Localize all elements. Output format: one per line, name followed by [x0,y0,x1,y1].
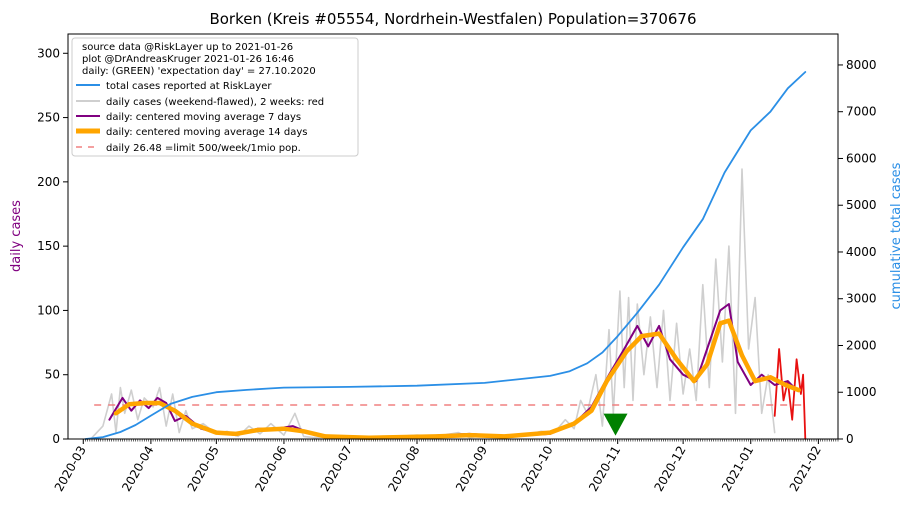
x-tick-label: 2020-03 [52,444,89,494]
x-tick-label: 2020-09 [453,444,490,494]
series-cumulative [84,71,807,440]
x-tick-label: 2021-01 [719,444,756,494]
x-tick-label: 2020-05 [185,444,222,494]
y-left-tick-label: 300 [37,46,60,60]
y-right-tick-label: 1000 [846,385,877,399]
legend-label-ma14: daily: centered moving average 14 days [106,127,307,138]
x-tick-label: 2020-07 [318,444,355,494]
x-tick-label: 2020-12 [652,444,689,494]
expectation-day-marker [603,413,628,436]
legend-header-line: plot @DrAndreasKruger 2021-01-26 16:46 [82,54,294,65]
x-tick-label: 2020-08 [385,444,422,494]
legend-header-line: source data @RiskLayer up to 2021-01-26 [82,42,293,53]
plot-lines [84,71,807,440]
y-right-tick-label: 2000 [846,338,877,352]
legend-box [71,37,359,157]
y-left-tick-label: 0 [52,432,60,446]
legend-header-line: daily: (GREEN) 'expectation day' = 27.10… [82,66,316,77]
y-right-tick-label: 4000 [846,245,877,259]
x-tick-label: 2020-04 [119,444,156,494]
y-left-tick-label: 250 [37,111,60,125]
y-right-tick-label: 7000 [846,105,877,119]
y-right-tick-label: 5000 [846,198,877,212]
legend-label-ma7: daily: centered moving average 7 days [106,112,301,123]
series-ma7 [108,303,798,439]
x-tick-label: 2021-02 [787,444,824,494]
y-left-tick-label: 150 [37,239,60,253]
x-tick-label: 2020-10 [518,444,555,494]
y-left-tick-label: 200 [37,175,60,189]
legend-label-limit: daily 26.48 =limit 500/week/1mio pop. [106,143,301,154]
y-left-tick-label: 50 [45,368,60,382]
plot-area-frame [67,33,839,440]
y-axis-label-right: cumulative total cases [889,162,904,309]
legend-label-daily-raw: daily cases (weekend-flawed), 2 weeks: r… [106,97,324,108]
y-right-tick-label: 8000 [846,58,877,72]
series-daily-recent [773,348,807,440]
y-right-tick-label: 3000 [846,292,877,306]
legend: source data @RiskLayer up to 2021-01-26 … [71,37,359,157]
y-right-tick-label: 0 [846,432,854,446]
series-ma14 [113,318,801,440]
y-left-tick-label: 100 [37,303,60,317]
y-axis-label-left: daily cases [9,200,24,272]
legend-label-cumulative: total cases reported at RiskLayer [106,81,272,92]
x-tick-label: 2020-11 [586,444,623,494]
y-right-tick-label: 6000 [846,151,877,165]
x-tick-label: 2020-06 [252,444,289,494]
chart-title: Borken (Kreis #05554, Nordrhein-Westfale… [209,10,696,28]
